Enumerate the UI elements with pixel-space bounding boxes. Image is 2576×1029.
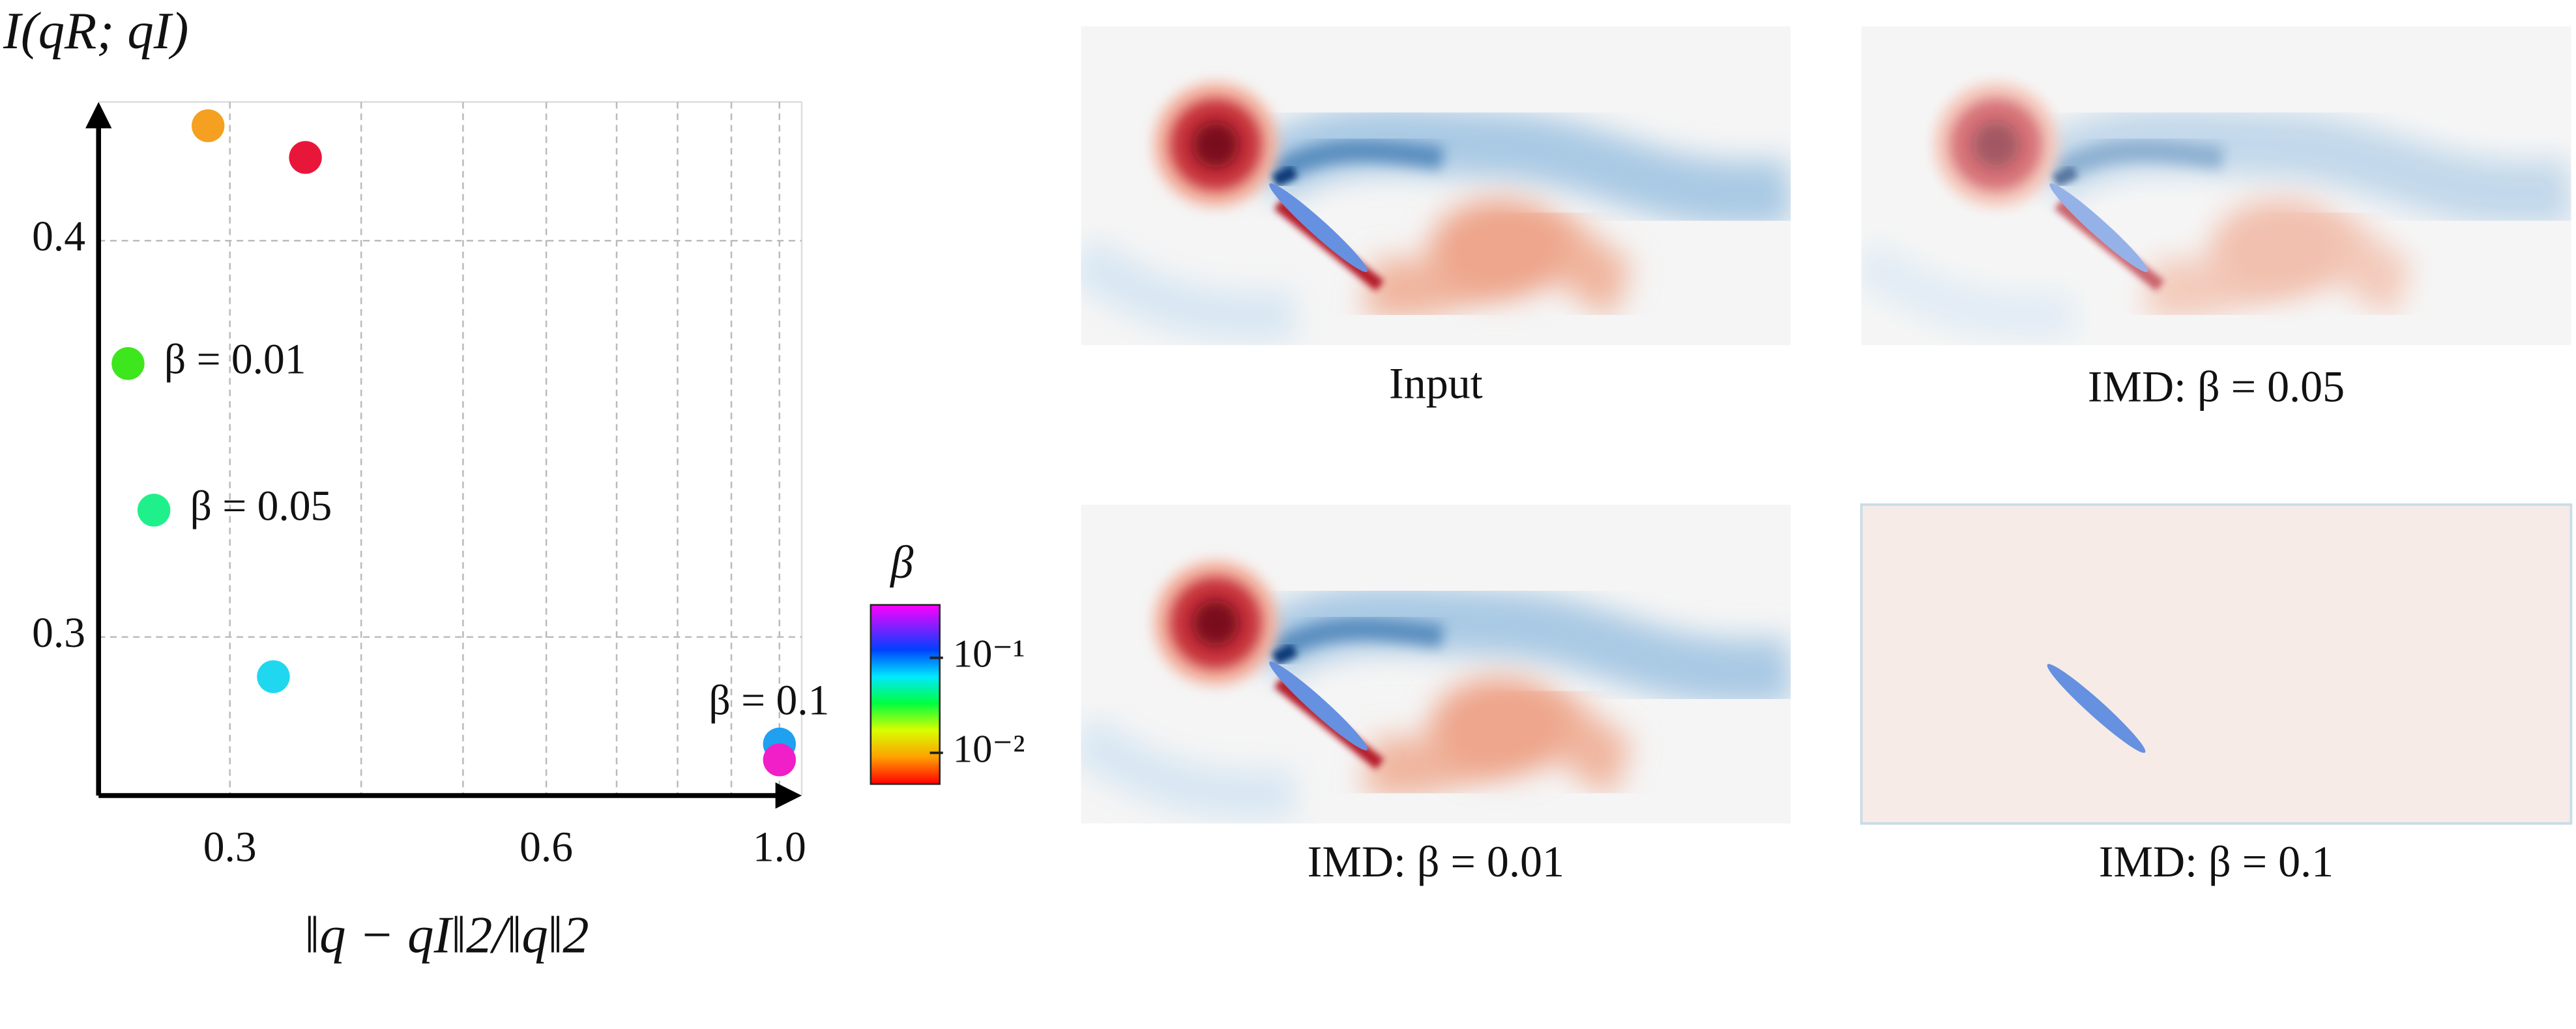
y-tick-label: 0.4 bbox=[32, 213, 85, 260]
annotation: β = 0.05 bbox=[190, 483, 332, 529]
y-tick-label: 0.3 bbox=[32, 610, 85, 657]
y-axis-arrow bbox=[85, 102, 112, 128]
flow-field bbox=[1860, 503, 2573, 825]
flow-field bbox=[1081, 26, 1791, 345]
x-tick-label: 1.0 bbox=[753, 824, 806, 871]
x-axis-arrow bbox=[775, 782, 802, 809]
panel-caption: Input bbox=[1389, 359, 1483, 408]
scatter-point bbox=[111, 347, 145, 380]
panel-caption: IMD: β = 0.05 bbox=[2088, 362, 2345, 411]
flow-field bbox=[1081, 505, 1791, 824]
y-axis-label: I(qR; qI) bbox=[3, 2, 188, 60]
colorbar bbox=[870, 604, 941, 785]
scatter-point bbox=[257, 660, 290, 693]
panel-caption: IMD: β = 0.01 bbox=[1308, 837, 1564, 886]
x-tick-label: 0.3 bbox=[203, 824, 257, 871]
scatter-point bbox=[192, 109, 225, 143]
colorbar-tick-label: 10⁻² bbox=[953, 727, 1025, 771]
flow-field bbox=[1862, 26, 2571, 345]
scatter-point bbox=[289, 141, 322, 174]
annotation: β = 0.1 bbox=[709, 678, 829, 724]
scatter-point bbox=[763, 743, 796, 777]
scatter-point bbox=[137, 494, 171, 527]
colorbar-tick-label: 10⁻¹ bbox=[953, 633, 1025, 676]
panel-caption: IMD: β = 0.1 bbox=[2099, 837, 2334, 886]
colorbar-label: β bbox=[889, 537, 914, 588]
x-tick-label: 0.6 bbox=[520, 824, 573, 871]
x-axis-label: ‖q − qI‖2/‖q‖2 bbox=[304, 906, 589, 964]
annotation: β = 0.01 bbox=[164, 336, 306, 383]
